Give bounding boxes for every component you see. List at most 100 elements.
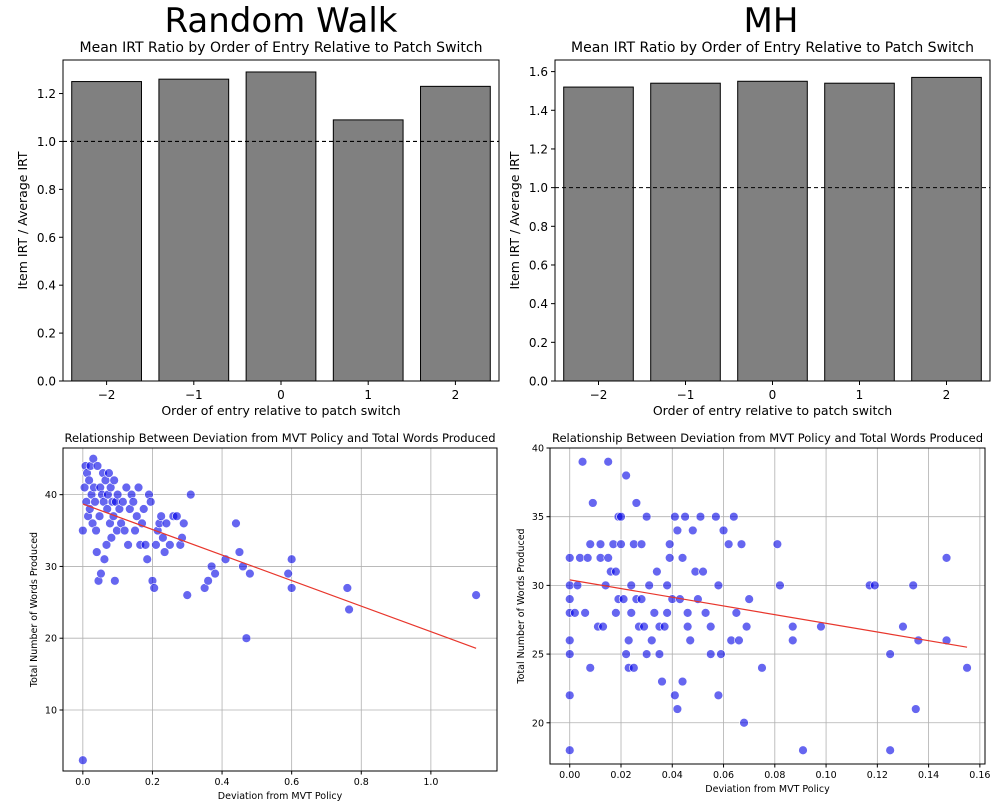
data-point	[713, 580, 724, 591]
data-point	[734, 635, 744, 646]
data-point	[565, 635, 575, 646]
bar	[245, 71, 317, 382]
plot-frame	[62, 447, 498, 772]
x-tick-label: 2	[943, 388, 951, 402]
x-tick-label: 0.04	[662, 770, 683, 781]
x-tick-label: 0.16	[969, 770, 990, 781]
data-point	[238, 561, 248, 572]
data-point	[130, 525, 140, 536]
y-tick-label: 20	[45, 634, 57, 645]
x-tick-label: 0.2	[145, 777, 160, 788]
data-point	[565, 594, 575, 604]
data-point	[626, 608, 636, 618]
data-point	[682, 608, 693, 618]
data-point	[123, 540, 133, 550]
y-tick-label: 1.2	[37, 87, 56, 101]
data-point	[611, 608, 621, 618]
data-point	[565, 690, 575, 700]
data-point	[736, 539, 747, 549]
data-point	[595, 539, 606, 549]
data-point	[718, 525, 729, 536]
data-point	[112, 489, 123, 500]
bar	[737, 80, 808, 382]
data-point	[286, 583, 297, 593]
data-point	[142, 554, 152, 564]
title-random-walk: Random Walk	[165, 1, 398, 41]
bar	[650, 82, 721, 382]
data-point	[241, 633, 252, 643]
data-point	[962, 663, 972, 673]
x-tick-label: −2	[98, 388, 116, 402]
data-point	[471, 590, 481, 600]
data-point	[565, 553, 575, 563]
y-axis-label: Item IRT / Average IRT	[15, 151, 30, 289]
trend-line	[82, 503, 477, 649]
data-point	[649, 608, 660, 618]
data-point	[161, 518, 172, 529]
data-point	[344, 604, 354, 615]
data-point	[744, 594, 754, 604]
data-point	[706, 649, 716, 659]
data-point	[580, 608, 590, 618]
x-tick-label: 0	[277, 388, 285, 402]
data-point	[775, 580, 785, 591]
x-tick-label: −1	[677, 388, 695, 402]
data-point	[585, 539, 595, 549]
data-point	[90, 497, 100, 507]
x-axis-label: Deviation from MVT Policy	[705, 784, 830, 795]
data-point	[731, 608, 742, 618]
y-tick-label: 0.2	[529, 336, 548, 350]
data-point	[99, 554, 110, 564]
data-point	[716, 649, 726, 659]
data-point	[652, 566, 662, 577]
x-tick-label: 0.00	[559, 770, 580, 781]
data-point	[662, 580, 672, 591]
data-point	[146, 497, 156, 507]
data-point	[91, 525, 101, 536]
data-point	[234, 547, 245, 557]
data-point	[582, 553, 593, 563]
chart-title: Mean IRT Ratio by Order of Entry Relativ…	[571, 40, 974, 56]
data-point	[757, 663, 767, 673]
data-point	[94, 511, 105, 521]
x-tick-label: 0.14	[918, 770, 939, 781]
data-point	[78, 525, 88, 536]
data-point	[695, 511, 706, 522]
bar	[824, 82, 895, 382]
data-point	[565, 745, 575, 755]
y-tick-label: 1.0	[529, 181, 548, 195]
data-point	[133, 482, 144, 493]
data-point	[119, 525, 130, 536]
x-tick-label: −1	[185, 388, 203, 402]
data-point	[672, 704, 683, 714]
data-point	[585, 663, 595, 673]
scatter-chart-random-walk: 0.0 0.2 0.4 0.6 0.8 1.0 10 20 30 40 Relationship B…	[29, 431, 498, 802]
y-tick-label: 0.8	[37, 183, 56, 197]
data-point	[156, 511, 166, 521]
x-tick-label: 2	[452, 388, 460, 402]
data-point	[618, 594, 629, 604]
data-point	[788, 621, 798, 632]
y-tick-label: 0.6	[37, 231, 56, 245]
scatter-chart-mh: 0.00 0.02 0.04 0.06 0.08 0.10 0.12 0.14 0.16 20 25…	[516, 431, 990, 795]
bar	[563, 86, 634, 382]
y-tick-label: 20	[532, 718, 544, 729]
y-tick-label: 40	[45, 490, 57, 501]
data-point	[706, 621, 716, 632]
data-point	[79, 482, 90, 493]
y-tick-label: 40	[532, 444, 544, 455]
data-point	[665, 539, 675, 549]
y-tick-label: 35	[532, 512, 544, 523]
y-axis-label: Item IRT / Average IRT	[507, 151, 522, 289]
data-point	[739, 718, 749, 728]
data-point	[570, 608, 580, 618]
x-axis-label: Order of entry relative to patch switch	[653, 403, 892, 418]
data-point	[128, 497, 139, 507]
data-point	[140, 540, 151, 550]
data-point	[885, 745, 895, 755]
data-point	[688, 525, 698, 536]
data-point	[723, 539, 734, 549]
data-point	[911, 704, 921, 714]
data-point	[565, 649, 575, 659]
data-point	[106, 533, 117, 543]
